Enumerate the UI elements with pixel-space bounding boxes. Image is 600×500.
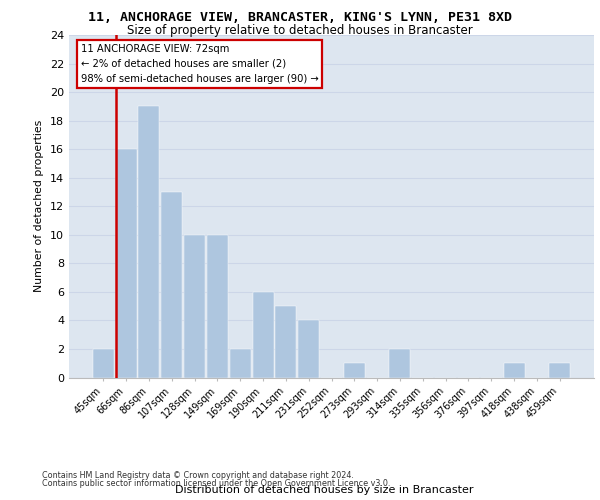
Bar <box>116 149 137 378</box>
Bar <box>184 235 205 378</box>
Bar <box>161 192 182 378</box>
Bar <box>253 292 274 378</box>
Bar <box>139 106 160 378</box>
Bar <box>275 306 296 378</box>
Bar <box>207 235 228 378</box>
Bar <box>344 363 365 378</box>
Bar <box>389 349 410 378</box>
Text: Size of property relative to detached houses in Brancaster: Size of property relative to detached ho… <box>127 24 473 37</box>
Text: 11 ANCHORAGE VIEW: 72sqm
← 2% of detached houses are smaller (2)
98% of semi-det: 11 ANCHORAGE VIEW: 72sqm ← 2% of detache… <box>80 44 319 84</box>
Bar <box>503 363 524 378</box>
Bar <box>549 363 570 378</box>
Text: 11, ANCHORAGE VIEW, BRANCASTER, KING'S LYNN, PE31 8XD: 11, ANCHORAGE VIEW, BRANCASTER, KING'S L… <box>88 11 512 24</box>
Text: Contains public sector information licensed under the Open Government Licence v3: Contains public sector information licen… <box>42 478 391 488</box>
Y-axis label: Number of detached properties: Number of detached properties <box>34 120 44 292</box>
Bar <box>93 349 114 378</box>
Text: Contains HM Land Registry data © Crown copyright and database right 2024.: Contains HM Land Registry data © Crown c… <box>42 471 354 480</box>
Bar <box>230 349 251 378</box>
Bar <box>298 320 319 378</box>
Text: Distribution of detached houses by size in Brancaster: Distribution of detached houses by size … <box>175 485 473 495</box>
